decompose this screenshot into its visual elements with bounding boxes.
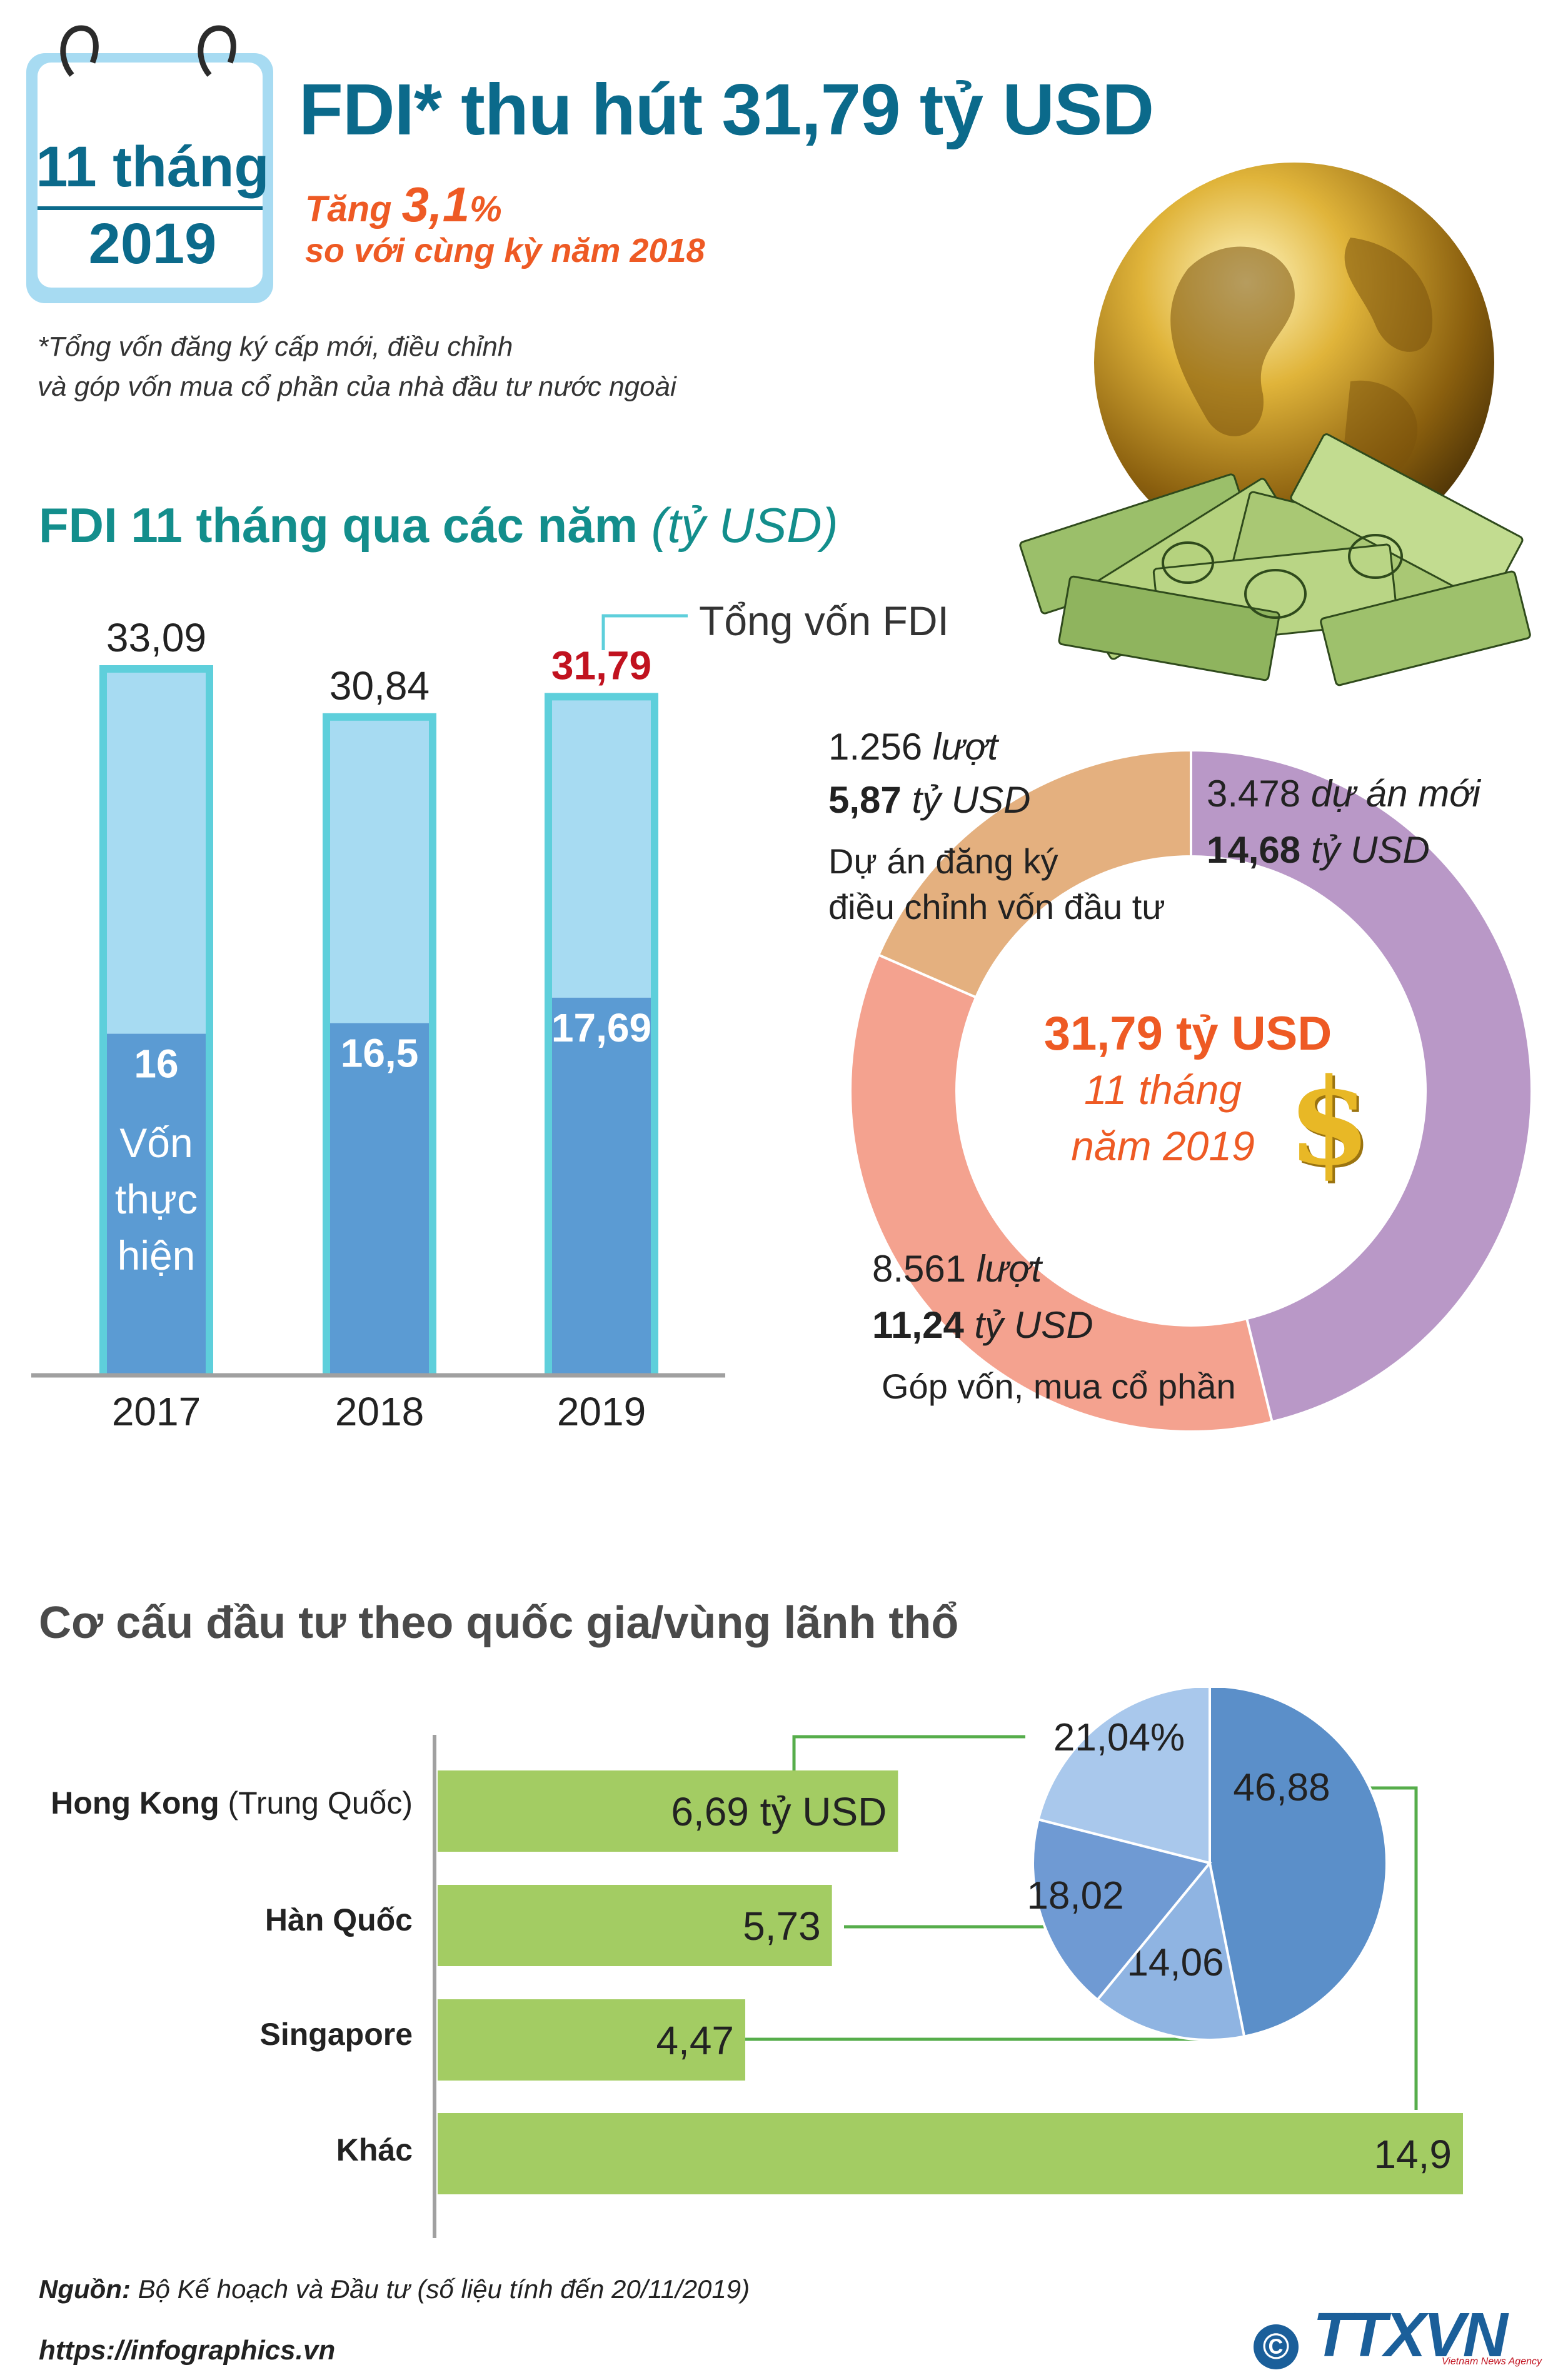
realized-label-2019: 17,69 [551,1005,651,1050]
new-amount: 14,68 tỷ USD [1207,828,1430,871]
source-label: Nguồn: [39,2274,131,2304]
globe-money-illustration [1000,156,1550,700]
growth-value: 3,1 [401,177,470,232]
donut-slice-new [1190,748,1533,1423]
country-value-korea: 5,73 [743,1904,821,1949]
new-count: 3.478 dự án mới [1207,772,1480,815]
adjust-count: 1.256 lượt [828,725,998,768]
adjust-amount: 5,87 tỷ USD [828,778,1030,821]
bar-realized-2017 [107,1033,206,1375]
donut-center-value: 31,79 tỷ USD [1043,1007,1332,1060]
shares-label: Góp vốn, mua cổ phần [882,1367,1236,1406]
share-label-other: 46,88 [1233,1766,1330,1809]
source-text: Bộ Kế hoạch và Đầu tư (số liệu tính đến … [138,2274,750,2304]
country-suffix-hongkong: (Trung Quốc) [228,1785,413,1820]
dollar-sign-icon: $ [1288,1052,1371,1192]
fdi-chart-title-text: FDI 11 tháng qua các năm [39,498,638,553]
donut-slice-shares [849,953,1274,1433]
growth-comparison: so với cùng kỳ năm 2018 [305,232,705,269]
country-bar-korea [438,1885,832,1966]
fdi-chart-title: FDI 11 tháng qua các năm (tỷ USD) [39,497,838,554]
country-bar-singapore [438,1999,745,2081]
growth-unit: % [470,189,502,229]
new-amount-value: 14,68 [1207,829,1301,871]
x-tick-2018: 2018 [335,1389,424,1434]
copyright-icon: © [1254,2324,1299,2369]
adjust-count-value: 1.256 [828,726,923,768]
logo-text: TTXVN [1313,2300,1508,2370]
realized-label-2017: 16 [134,1042,178,1087]
adjust-amount-value: 5,87 [828,779,902,821]
country-label-korea: Hàn Quốc [264,1902,413,1937]
calendar-icon [19,19,281,313]
fdi-bar-chart: 33,09 16 2017 30,84 16,5 2018 31,79 17,69 2019 [31,615,725,1434]
footer-url[interactable]: https://infographics.vn [39,2335,336,2366]
shares-count: 8.561 lượt [872,1247,1042,1290]
shares-amount-unit: tỷ USD [974,1304,1093,1346]
share-label-singapore: 14,06 [1127,1941,1224,1984]
new-count-suffix: dự án mới [1310,773,1480,815]
country-label-singapore: Singapore [259,2017,413,2052]
realized-label-2018: 16,5 [341,1031,419,1076]
share-slice-korea [1031,1817,1212,2002]
donut-center-line-3: năm 2019 [1071,1123,1255,1169]
fdi-donut-chart [849,748,1533,1433]
bar-realized-2019 [552,997,651,1375]
country-label-hongkong: Hong Kong (Trung Quốc) [38,1785,413,1821]
shares-amount: 11,24 tỷ USD [872,1303,1093,1347]
adjust-label-line-1: Dự án đăng ký [828,841,1058,881]
country-value-singapore: 4,47 [656,2018,734,2063]
share-slice-other [1209,1688,1388,2038]
page-title: FDI* thu hút 31,79 tỷ USD [299,69,1154,150]
country-label-other: Khác [336,2132,413,2167]
footnote-line-2: và góp vốn mua cổ phần của nhà đầu tư nư… [38,371,676,402]
new-count-value: 3.478 [1207,773,1301,815]
share-label-hongkong: 21,04% [1053,1716,1185,1759]
legend-realized-line-3: hiện [117,1232,196,1278]
source-line: Nguồn: Bộ Kế hoạch và Đầu tư (số liệu tí… [39,2274,750,2304]
country-section-title: Cơ cấu đầu tư theo quốc gia/vùng lãnh th… [39,1598,959,1648]
legend-realized-line-2: thực [114,1176,198,1222]
growth-prefix: Tăng [305,189,392,229]
shares-amount-value: 11,24 [872,1304,964,1346]
share-label-korea: 18,02 [1027,1874,1123,1917]
total-label-2019: 31,79 [551,643,651,688]
donut-center-line-2: 11 tháng [1083,1067,1242,1113]
growth-line: Tăng 3,1% [305,176,502,233]
copyright-symbol: © [1262,2326,1290,2367]
bar-realized-2018 [330,1023,429,1375]
fdi-chart-title-unit: (tỷ USD) [651,498,838,553]
footnote-line-1: *Tổng vốn đăng ký cấp mới, điều chỉnh [38,331,513,362]
legend-total-label: Tổng vốn FDI [699,598,949,644]
x-tick-2017: 2017 [112,1389,201,1434]
total-label-2017: 33,09 [106,615,206,660]
donut-slice-adjust [877,748,1192,999]
share-slice-singapore [1095,1860,1246,2041]
adjust-label-line-2: điều chỉnh vốn đầu tư [828,887,1165,926]
shares-count-value: 8.561 [872,1248,967,1290]
x-tick-2019: 2019 [557,1389,646,1434]
country-value-other: 14,9 [1374,2132,1452,2177]
country-bar-other [438,2113,1463,2194]
adjust-count-suffix: lượt [932,726,998,768]
logo-subtext: Vietnam News Agency [1441,2356,1542,2367]
country-bar-hongkong [438,1770,898,1852]
total-legend-connector [601,614,688,650]
legend-realized-line-1: Vốn [119,1120,193,1166]
country-name-hongkong: Hong Kong [51,1785,219,1820]
ttxvn-logo: TTXVN Vietnam News Agency [1313,2304,1550,2372]
share-slice-hongkong [1037,1688,1211,1865]
new-amount-unit: tỷ USD [1310,829,1430,871]
adjust-amount-unit: tỷ USD [912,779,1031,821]
calendar-year: 2019 [88,212,217,276]
total-label-2018: 30,84 [329,663,430,708]
shares-count-suffix: lượt [976,1248,1042,1290]
calendar-month: 11 tháng [36,135,269,199]
country-value-hongkong: 6,69 tỷ USD [671,1789,887,1834]
